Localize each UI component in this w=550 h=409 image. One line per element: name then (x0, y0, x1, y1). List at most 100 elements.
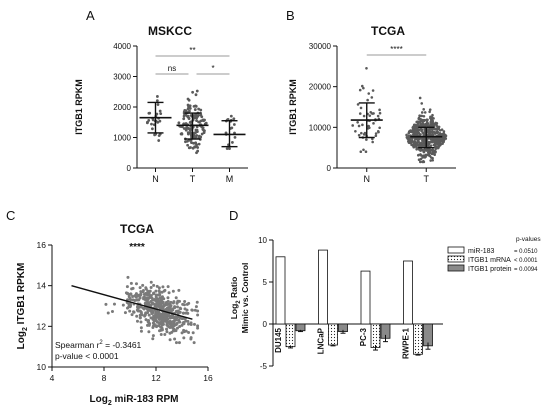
data-point (174, 329, 178, 333)
data-point (141, 283, 145, 287)
data-point (123, 311, 127, 315)
data-point (420, 114, 424, 118)
data-point (427, 143, 430, 146)
data-point (229, 114, 233, 118)
data-point (181, 302, 185, 306)
data-point (156, 95, 159, 98)
data-point (166, 299, 170, 303)
data-point (378, 108, 381, 112)
panel-d-letter: D (229, 208, 238, 223)
bar-itgb1-mrna (370, 323, 381, 348)
data-point (417, 128, 420, 132)
data-point (358, 112, 362, 115)
data-point (196, 146, 200, 149)
data-point (196, 114, 200, 117)
data-point (440, 128, 444, 131)
data-point (158, 290, 162, 294)
data-point (165, 306, 169, 310)
data-point (434, 144, 438, 148)
data-point (424, 123, 427, 126)
data-point (151, 324, 155, 328)
data-point (224, 131, 228, 135)
x-tick-label: N (364, 174, 371, 184)
data-point (147, 290, 151, 294)
data-point (417, 153, 420, 157)
data-point (196, 326, 200, 330)
panel-a-points (145, 89, 237, 155)
data-point (142, 307, 146, 311)
data-point (420, 122, 424, 126)
data-point (188, 127, 191, 131)
data-point (152, 302, 156, 306)
bar-mir183 (275, 256, 286, 325)
data-point (165, 330, 169, 334)
data-point (194, 104, 197, 108)
data-point (195, 89, 199, 93)
data-point (163, 333, 167, 337)
data-point (106, 311, 110, 315)
data-point (354, 129, 357, 133)
data-point (104, 302, 108, 306)
data-point (199, 108, 203, 112)
data-point (429, 121, 433, 125)
data-point (430, 130, 434, 134)
data-point (407, 131, 411, 135)
data-point (128, 297, 132, 301)
data-point (167, 291, 171, 295)
data-point (169, 304, 173, 308)
data-point (151, 118, 155, 122)
data-point (197, 107, 201, 111)
data-point (185, 114, 189, 118)
data-point (367, 92, 371, 95)
data-point (203, 129, 206, 133)
data-point (154, 289, 158, 293)
data-point (374, 134, 378, 138)
data-point (421, 138, 425, 142)
panel-d-bars (275, 249, 433, 356)
data-point (135, 294, 139, 298)
data-point (131, 294, 135, 298)
data-point (189, 337, 193, 341)
data-point (412, 131, 415, 134)
panel-b-letter: B (286, 8, 295, 23)
data-point (193, 308, 197, 312)
data-point (431, 119, 434, 123)
y-tick-label: 10000 (309, 123, 332, 132)
data-point (233, 136, 237, 139)
data-point (186, 103, 190, 107)
data-point (431, 150, 434, 153)
data-point (165, 320, 169, 324)
data-point (146, 311, 150, 315)
panel-b-y-ticks: 0 10000 20000 30000 (309, 42, 337, 173)
data-point (127, 302, 131, 306)
data-point (157, 134, 161, 138)
data-point (371, 140, 374, 144)
bar-mir183 (360, 270, 371, 325)
data-point (192, 322, 196, 326)
data-point (437, 142, 440, 146)
data-point (136, 306, 140, 310)
data-point (420, 102, 424, 105)
data-point (171, 326, 175, 330)
data-point (228, 147, 231, 150)
data-point (356, 120, 359, 124)
data-point (182, 117, 186, 121)
data-point (421, 148, 424, 152)
panel-d-x-tick-labels: DU145 LNCaP PC-3 RWPE-1 (274, 327, 411, 359)
data-point (171, 315, 175, 319)
data-point (429, 159, 432, 162)
data-point (135, 314, 139, 318)
data-point (421, 131, 425, 134)
data-point (187, 98, 191, 102)
legend-label-mir183: miR-183 (468, 248, 495, 255)
data-point (132, 310, 136, 314)
data-point (156, 103, 160, 106)
data-point (188, 109, 191, 113)
data-point (174, 296, 178, 300)
data-point (187, 331, 191, 335)
panel-c-regression-line (71, 284, 193, 320)
data-point (139, 326, 143, 330)
